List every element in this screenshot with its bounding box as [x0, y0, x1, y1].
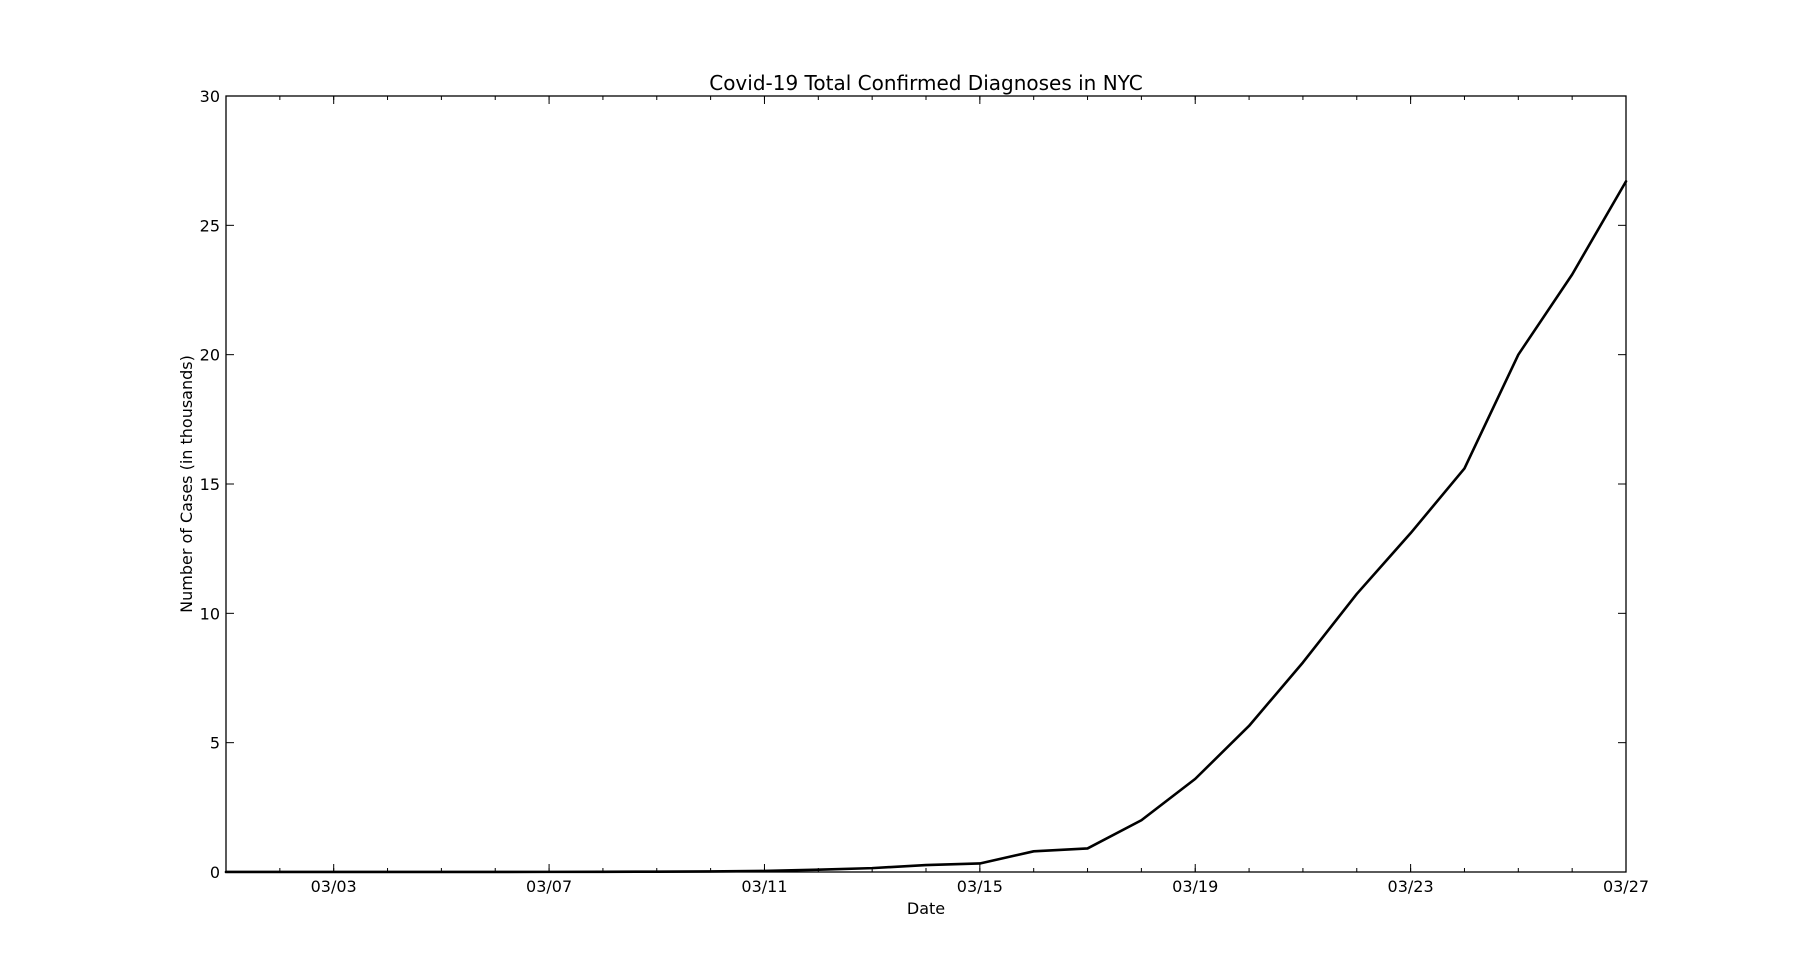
- x-tick-label: 03/19: [1172, 877, 1218, 896]
- x-tick-label: 03/23: [1388, 877, 1434, 896]
- x-tick-label: 03/27: [1603, 877, 1649, 896]
- series-group: [224, 180, 1628, 874]
- y-tick-label: 25: [200, 216, 220, 235]
- y-tick-label: 0: [210, 863, 220, 882]
- y-tick-label: 30: [200, 87, 220, 106]
- y-axis-label: Number of Cases (in thousands): [177, 355, 196, 613]
- y-tick-label: 5: [210, 734, 220, 753]
- x-tick-label: 03/07: [526, 877, 572, 896]
- chart-title: Covid-19 Total Confirmed Diagnoses in NY…: [709, 71, 1143, 95]
- x-axis-label: Date: [907, 899, 945, 918]
- y-tick-label: 20: [200, 346, 220, 365]
- x-tick-label: 03/11: [741, 877, 787, 896]
- y-tick-label: 15: [200, 475, 220, 494]
- axis-ticks: 03/03 03/07 03/11 03/15 03/19 03/23 03/27 0 5 10 1…: [200, 87, 1649, 896]
- x-tick-label: 03/15: [957, 877, 1003, 896]
- series-line: [224, 180, 1628, 874]
- plot-frame: [225, 95, 1627, 873]
- y-tick-label: 10: [200, 604, 220, 623]
- x-tick-label: 03/03: [311, 877, 357, 896]
